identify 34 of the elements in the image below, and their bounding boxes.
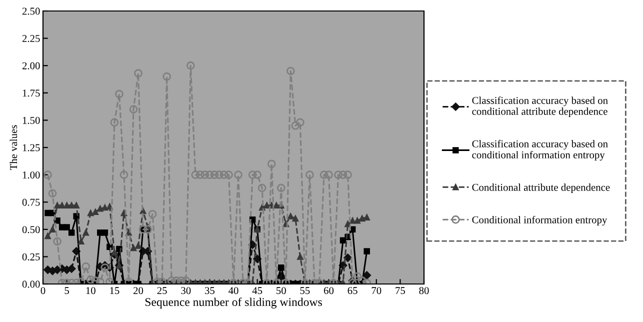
x-tick-label: 15 xyxy=(110,287,120,294)
y-tick-label: 1.50 xyxy=(22,116,40,124)
y-tick-label: 1.75 xyxy=(22,90,40,97)
x-tick-label: 20 xyxy=(134,287,144,294)
legend-label: Conditional attribute dependence xyxy=(472,184,610,193)
legend-label: Classification accuracy based on conditional attribute dependence xyxy=(472,96,608,117)
x-tick-label: 70 xyxy=(372,287,382,294)
x-tick-label: 60 xyxy=(324,287,334,294)
y-axis-title: The values xyxy=(10,125,18,170)
x-tick-label: 65 xyxy=(348,287,358,294)
y-tick-label: 0.50 xyxy=(22,226,40,234)
x-tick-label: 10 xyxy=(86,287,96,294)
legend-label: Classification accuracy based on conditional information entropy xyxy=(472,140,608,161)
legend-label: Conditional information entropy xyxy=(472,216,608,226)
x-tick-label: 0 xyxy=(40,287,46,294)
y-tick-label: 0.25 xyxy=(22,253,40,260)
x-tick-label: 45 xyxy=(252,287,262,294)
y-tick-label: 2.50 xyxy=(22,8,40,15)
x-tick-label: 35 xyxy=(204,287,214,294)
x-tick-label: 30 xyxy=(181,287,191,294)
y-tick-label: 1.00 xyxy=(22,171,40,179)
x-tick-label: 25 xyxy=(157,287,167,294)
x-tick-label: 40 xyxy=(228,287,238,294)
x-tick-label: 50 xyxy=(276,287,286,294)
x-axis-title: Sequence number of sliding windows xyxy=(145,298,322,308)
x-tick-label: 5 xyxy=(64,287,70,294)
y-tick-label: 1.25 xyxy=(22,144,40,152)
y-tick-label: 2.00 xyxy=(22,62,40,70)
x-tick-label: 55 xyxy=(300,287,310,294)
y-tick-label: 0.00 xyxy=(22,280,40,288)
y-tick-label: 2.25 xyxy=(22,35,40,42)
x-tick-label: 80 xyxy=(419,287,429,294)
x-tick-label: 75 xyxy=(396,287,405,294)
y-tick-label: 0.75 xyxy=(22,198,40,206)
